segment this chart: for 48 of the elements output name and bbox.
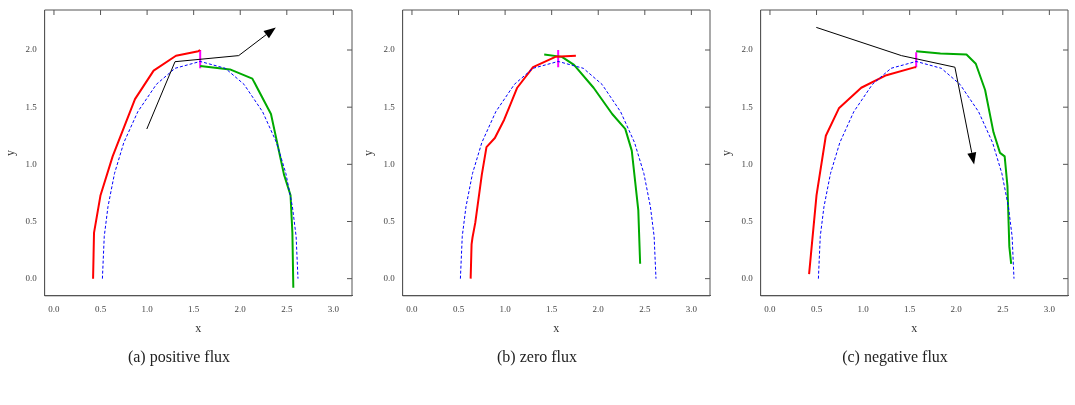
- x-tick-label: 1.5: [546, 303, 558, 314]
- y-tick-label: 1.0: [383, 158, 396, 169]
- y-axis-title: y: [361, 149, 376, 156]
- x-tick-label: 1.0: [141, 303, 154, 314]
- y-tick-label: 0.0: [25, 273, 38, 284]
- y-tick-label: 1.5: [741, 101, 754, 112]
- x-tick-label: 1.5: [904, 303, 916, 314]
- line-series: [101, 60, 299, 280]
- text: (a) positive flux: [126, 348, 232, 366]
- x-tick-label: 1.5: [188, 303, 200, 314]
- y-tick-label: 0.5: [383, 215, 396, 226]
- y-tick-label: 0.5: [25, 215, 38, 226]
- x-tick-label: 3.0: [685, 303, 698, 314]
- y-tick-label: 2.0: [25, 44, 38, 55]
- x-axis-title: x: [195, 320, 202, 335]
- y-tick-label: 1.0: [741, 158, 754, 169]
- y-axis-title: y: [719, 149, 734, 156]
- x-tick-label: 0.0: [406, 303, 419, 314]
- x-tick-label: 0.0: [764, 303, 777, 314]
- x-tick-label: 0.0: [48, 303, 61, 314]
- x-tick-label: 2.0: [592, 303, 605, 314]
- x-tick-label: 0.5: [452, 303, 465, 314]
- x-tick-label: 2.0: [950, 303, 963, 314]
- x-tick-label: 1.0: [499, 303, 512, 314]
- x-tick-label: 2.5: [639, 303, 651, 314]
- x-tick-label: 2.5: [281, 303, 293, 314]
- text: (b) zero flux: [496, 348, 578, 366]
- y-tick-label: 0.5: [741, 215, 754, 226]
- x-tick-label: 3.0: [1043, 303, 1056, 314]
- y-tick-label: 1.5: [383, 101, 396, 112]
- text: (c) negative flux: [841, 348, 949, 366]
- x-tick-label: 2.0: [234, 303, 247, 314]
- x-axis-title: x: [911, 320, 918, 335]
- x-axis-title: x: [553, 320, 560, 335]
- x-tick-label: 0.5: [94, 303, 107, 314]
- y-tick-label: 1.5: [25, 101, 38, 112]
- y-tick-label: 1.0: [25, 158, 38, 169]
- x-tick-label: 2.5: [997, 303, 1009, 314]
- y-axis-title: y: [3, 149, 18, 156]
- x-tick-label: 1.0: [857, 303, 870, 314]
- y-tick-label: 2.0: [741, 44, 754, 55]
- y-tick-label: 0.0: [383, 273, 396, 284]
- x-tick-label: 0.5: [810, 303, 823, 314]
- line-series: [459, 60, 657, 280]
- x-tick-label: 3.0: [327, 303, 340, 314]
- line-series: [817, 60, 1015, 280]
- y-tick-label: 2.0: [383, 44, 396, 55]
- y-tick-label: 0.0: [741, 273, 754, 284]
